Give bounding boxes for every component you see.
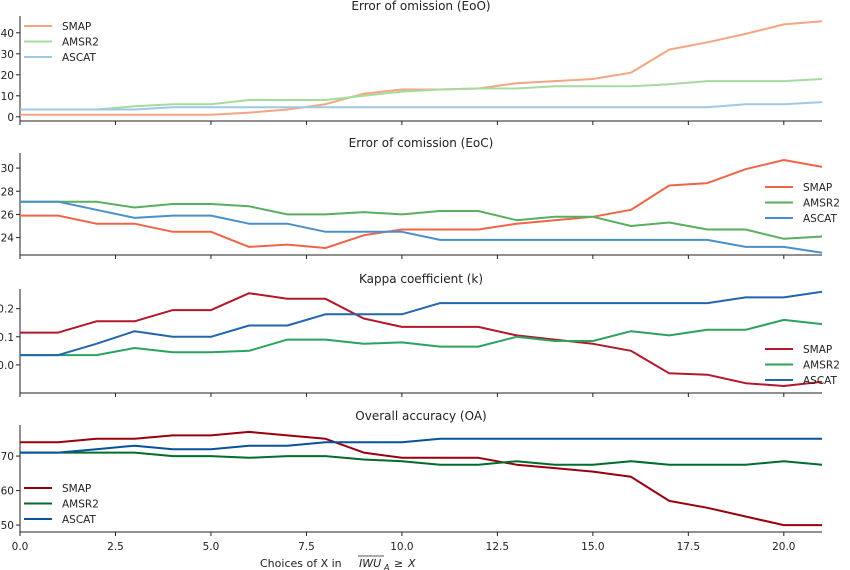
legend-label-amsr2: AMSR2: [803, 360, 840, 372]
series-line-ascat: [20, 101, 823, 111]
y-tick-label: 10: [1, 91, 14, 103]
x-axis-label-x: X: [407, 557, 416, 570]
series-line-amsr2: [20, 318, 823, 357]
x-tick-label: 0.0: [12, 541, 29, 553]
series-line-smap: [20, 20, 823, 116]
legend-label-ascat: ASCAT: [62, 514, 97, 526]
x-axis-label-iwu: IWU: [359, 557, 381, 570]
panel-title: Kappa coefficient (k): [359, 272, 483, 286]
y-tick-label: 0.2: [0, 304, 14, 316]
series-line-amsr2: [20, 200, 823, 240]
x-tick-label: 5.0: [203, 541, 220, 553]
x-axis-label-prefix: Choices of X in: [260, 557, 342, 570]
x-tick-label: 15.0: [581, 541, 604, 553]
legend-label-smap: SMAP: [62, 21, 91, 33]
y-tick-label: 0.0: [0, 360, 14, 372]
panel-title: Error of comission (EoC): [349, 136, 494, 150]
y-tick-label: 30: [1, 49, 14, 61]
series-line-amsr2: [20, 451, 823, 466]
x-tick-label: 2.5: [107, 541, 124, 553]
series-line-amsr2: [20, 78, 823, 111]
series-line-ascat: [20, 200, 823, 254]
y-tick-label: 0: [7, 112, 14, 124]
x-tick-label: 12.5: [486, 541, 509, 553]
legend-label-smap: SMAP: [803, 344, 832, 356]
y-tick-label: 0.1: [0, 332, 14, 344]
x-tick-label: 20.0: [772, 541, 795, 553]
series-line-ascat: [20, 290, 823, 357]
legend-label-ascat: ASCAT: [62, 52, 97, 64]
legend-label-amsr2: AMSR2: [62, 37, 99, 49]
y-tick-label: 40: [1, 28, 14, 40]
legend-label-amsr2: AMSR2: [62, 499, 99, 511]
y-tick-label: 50: [1, 520, 14, 532]
panel-3: Kappa coefficient (k) 0.0 0.1 0.2 SMAP AMSR2 A…: [0, 272, 840, 397]
series-line-smap: [20, 159, 823, 249]
legend-label-ascat: ASCAT: [803, 213, 838, 225]
panel-4: Overall accuracy (OA) 50 60 70 0.0 2.5 5.0 7.5 1…: [1, 409, 823, 553]
panel-title: Error of omission (EoO): [351, 0, 490, 13]
legend-label-ascat: ASCAT: [803, 375, 838, 387]
y-tick-label: 30: [1, 163, 14, 175]
x-axis-label-suffix: ≥: [394, 557, 403, 570]
y-tick-label: 20: [1, 70, 14, 82]
x-axis-label: Choices of X in IWU A ≥ X: [260, 555, 416, 570]
series-line-smap: [20, 430, 822, 527]
x-axis-label-subscript: A: [383, 563, 389, 570]
series-line-ascat: [20, 437, 822, 454]
y-tick-label: 60: [1, 486, 14, 498]
legend-label-amsr2: AMSR2: [803, 198, 840, 210]
y-tick-label: 70: [1, 451, 14, 463]
legend-label-smap: SMAP: [803, 182, 832, 194]
panel-1: Error of omission (EoO) 0 10 20 30 40 SMAP AMSR…: [1, 0, 823, 125]
series-line-smap: [20, 292, 823, 387]
y-tick-label: 26: [1, 209, 15, 221]
legend-label-smap: SMAP: [62, 483, 91, 495]
y-tick-label: 24: [1, 233, 15, 245]
x-tick-label: 10.0: [390, 541, 413, 553]
x-tick-label: 17.5: [677, 541, 700, 553]
y-tick-label: 28: [1, 186, 14, 198]
panel-title: Overall accuracy (OA): [355, 409, 486, 423]
x-tick-label: 7.5: [298, 541, 315, 553]
panel-2: Error of comission (EoC) 24 26 28 30 SMAP AMSR…: [1, 136, 840, 259]
